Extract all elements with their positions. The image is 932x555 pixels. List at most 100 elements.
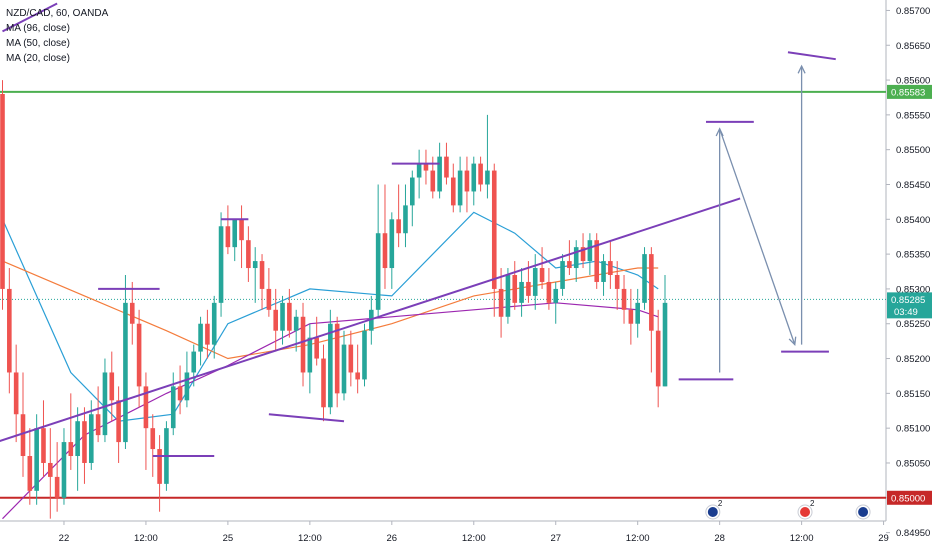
support-trendline (0, 197, 741, 442)
projection-arrow-head (797, 64, 806, 74)
candle-body (321, 358, 326, 408)
candle-body (123, 302, 128, 443)
x-tick-label: 29 (878, 533, 889, 544)
candle-body (252, 261, 258, 269)
event-flag-fill (858, 507, 869, 517)
y-tick-label: 0.85100 (896, 424, 930, 435)
candle-body (109, 372, 115, 401)
candle-body (450, 177, 456, 206)
candle-body (642, 254, 647, 303)
ma-50-label: MA (50, close) (6, 38, 70, 49)
candle-body (61, 442, 67, 498)
candle-body (560, 261, 565, 289)
candle-body (82, 421, 87, 463)
x-tick-label: 12:00 (462, 533, 486, 544)
candle-body (13, 372, 19, 415)
candle-body (505, 275, 511, 317)
candle-body (218, 226, 224, 303)
candle-body (300, 316, 306, 373)
y-tick-label: 0.85050 (896, 458, 930, 469)
candle-body (20, 414, 26, 457)
y-tick-label: 0.85200 (896, 354, 930, 365)
candle-body (628, 309, 634, 324)
candle-body (389, 219, 395, 269)
candle-body (444, 156, 449, 178)
candle-body (273, 309, 278, 331)
y-tick-label: 0.85550 (896, 110, 930, 121)
projection-arrow-line (719, 128, 796, 345)
x-tick-label: 27 (550, 533, 561, 544)
ma-20-label: MA (20, close) (6, 53, 70, 64)
candle-body (573, 247, 579, 269)
ma-96-label: MA (96, close) (6, 23, 70, 34)
candle-body (594, 240, 600, 282)
y-tick-label: 0.85700 (896, 6, 930, 17)
candle-body (48, 462, 53, 477)
candle-body (75, 421, 80, 457)
x-tick-label: 12:00 (134, 533, 158, 544)
plot-layer (0, 2, 886, 520)
event-flag-fill (800, 507, 811, 517)
x-tick-label: 25 (223, 533, 234, 544)
candle-body (423, 163, 429, 171)
candle-body (478, 163, 483, 185)
candle-body (314, 337, 319, 359)
candle-body (608, 261, 613, 275)
level-price-text: 0.85583 (891, 87, 925, 98)
candle-body (177, 386, 183, 401)
x-tick-label: 12:00 (298, 533, 322, 544)
level-price-tag (887, 84, 932, 99)
candle-body (191, 351, 197, 373)
candle-body (375, 233, 381, 310)
candle-body (396, 219, 401, 234)
candle-body (27, 456, 33, 491)
candle-body (635, 302, 640, 324)
bar-countdown-text: 03:49 (894, 307, 918, 318)
candle-body (614, 275, 620, 289)
candle-body (519, 281, 524, 303)
candle-body (136, 323, 142, 387)
candle-body (512, 275, 518, 303)
candle-body (116, 400, 121, 443)
candle-body (41, 428, 46, 463)
candle-body (348, 344, 354, 373)
x-tick-label: 22 (59, 533, 70, 544)
horizontal-marker (787, 51, 836, 61)
last-price-tag (887, 292, 932, 319)
candle-body (184, 372, 190, 401)
y-tick-label: 0.84950 (896, 528, 930, 539)
last-price-text: 0.85285 (891, 295, 925, 306)
legend: NZD/CAD, 60, OANDA MA (96, close) MA (50… (6, 6, 108, 66)
candle-body (225, 226, 231, 248)
candle-body (266, 288, 272, 310)
candle-body (7, 288, 12, 373)
event-count: 2 (810, 499, 815, 508)
candle-body (211, 302, 217, 345)
y-tick-label: 0.85500 (896, 145, 930, 156)
y-tick-label: 0.85600 (896, 76, 930, 87)
upper-trendline (2, 2, 58, 33)
y-tick-label: 0.85650 (896, 41, 930, 52)
y-tick-label: 0.85150 (896, 389, 930, 400)
candle-body (498, 288, 504, 317)
candle-body (649, 254, 654, 331)
candle-body (416, 163, 422, 178)
x-tick-label: 12:00 (626, 533, 650, 544)
candle-body (334, 323, 340, 394)
candle-body (88, 414, 94, 463)
x-tick-label: 28 (714, 533, 725, 544)
candle-body (662, 302, 668, 387)
candle-body (553, 288, 559, 303)
candle-body (143, 386, 149, 429)
candle-body (170, 386, 176, 429)
candle-body (341, 344, 347, 394)
y-tick-label: 0.85300 (896, 284, 930, 295)
candle-body (567, 261, 572, 269)
symbol-label: NZD/CAD, 60, OANDA (6, 8, 109, 19)
candle-body (430, 170, 436, 192)
x-tick-label: 26 (387, 533, 398, 544)
candle-body (307, 337, 313, 373)
y-tick-label: 0.85250 (896, 319, 930, 330)
